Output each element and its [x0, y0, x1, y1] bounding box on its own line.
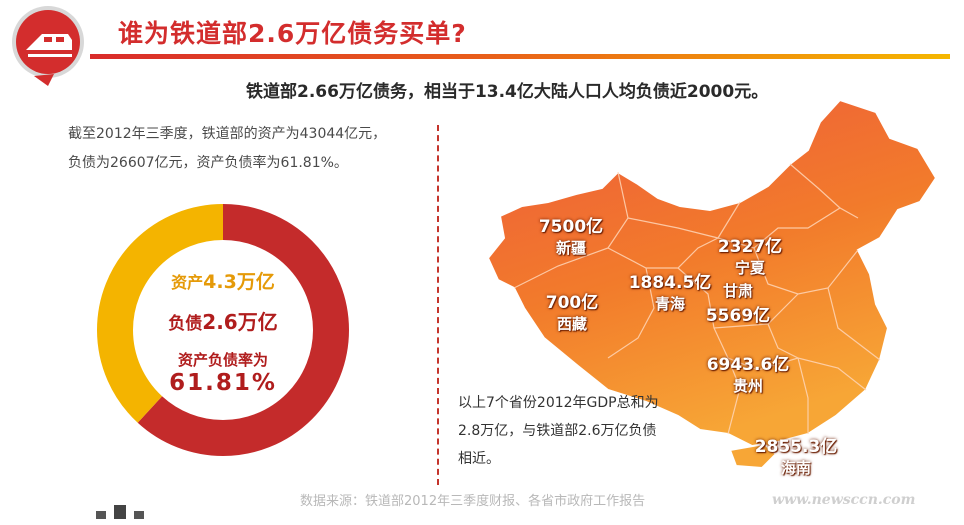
gdp-note: 以上7个省份2012年GDP总和为2.8万亿，与铁道部2.6万亿负债相近。	[458, 395, 659, 467]
intro-line-1: 截至2012年三季度，铁道部的资产为43044亿元，	[68, 126, 387, 142]
debt-line: 负债2.6万亿	[96, 306, 350, 335]
province-label-hainan: 2855.3亿 海南	[746, 432, 846, 478]
province-label-gansu: 甘肃 5569亿	[698, 280, 778, 326]
site-watermark: www.newsccn.com	[772, 492, 916, 508]
name-gansu: 甘肃	[722, 282, 753, 300]
intro-line-2: 负债为26607亿元，资产负债率为61.81%。	[68, 155, 348, 171]
value-xizang: 700亿	[545, 293, 599, 313]
province-label-guizhou: 6943.6亿 贵州	[698, 350, 798, 396]
value-qinghai: 1884.5亿	[628, 273, 712, 293]
value-guizhou: 6943.6亿	[706, 355, 790, 375]
header-rule	[90, 54, 950, 59]
province-label-xinjiang: 7500亿 新疆	[526, 212, 616, 258]
ratio-value: 61.81%	[169, 370, 277, 396]
name-qinghai: 青海	[654, 295, 685, 313]
robot-figures-icon	[92, 497, 152, 521]
name-xinjiang: 新疆	[555, 239, 586, 257]
data-source: 数据来源：铁道部2012年三季度财报、各省市政府工作报告	[300, 494, 646, 509]
train-icon	[12, 6, 84, 86]
intro-text: 截至2012年三季度，铁道部的资产为43044亿元， 负债为26607亿元，资产…	[68, 120, 408, 178]
province-borders	[513, 163, 881, 435]
value-gansu: 5569亿	[705, 306, 771, 326]
value-hainan: 2855.3亿	[754, 437, 838, 457]
assets-value: 4.3万亿	[203, 271, 275, 293]
china-map: 7500亿 新疆 2327亿 宁夏 1884.5亿 青海 甘肃 5569亿 70…	[478, 98, 938, 490]
hainan-shape	[728, 442, 778, 470]
name-xizang: 西藏	[556, 315, 587, 333]
donut-slice-1	[97, 204, 349, 456]
dashed-divider	[437, 125, 439, 485]
debt-ratio-donut: 资产4.3万亿 负债2.6万亿 资产负债率为 61.81%	[96, 203, 350, 457]
assets-line: 资产4.3万亿	[96, 267, 350, 294]
debt-label: 负债	[168, 314, 203, 334]
assets-label: 资产	[171, 273, 204, 292]
donut-svg	[96, 203, 350, 457]
name-ningxia: 宁夏	[734, 259, 765, 277]
value-ningxia: 2327亿	[717, 237, 783, 257]
value-xinjiang: 7500亿	[538, 217, 604, 237]
province-label-qinghai: 1884.5亿 青海	[622, 268, 718, 314]
donut-center: 资产4.3万亿 负债2.6万亿 资产负债率为 61.81%	[96, 267, 350, 396]
debt-value: 2.6万亿	[202, 310, 278, 334]
train-badge	[4, 2, 88, 86]
china-map-svg	[486, 98, 938, 470]
ratio-label: 资产负债率为	[177, 351, 268, 369]
name-guizhou: 贵州	[732, 377, 763, 395]
province-label-ningxia: 2327亿 宁夏	[710, 232, 790, 278]
page-title: 谁为铁道部2.6万亿债务买单?	[118, 19, 467, 48]
mainland-shape	[486, 98, 938, 452]
name-hainan: 海南	[780, 459, 811, 477]
province-label-xizang: 700亿 西藏	[532, 288, 612, 334]
page-subtitle: 铁道部2.66万亿债务，相当于13.4亿大陆人口人均负债近2000元。	[246, 82, 769, 102]
